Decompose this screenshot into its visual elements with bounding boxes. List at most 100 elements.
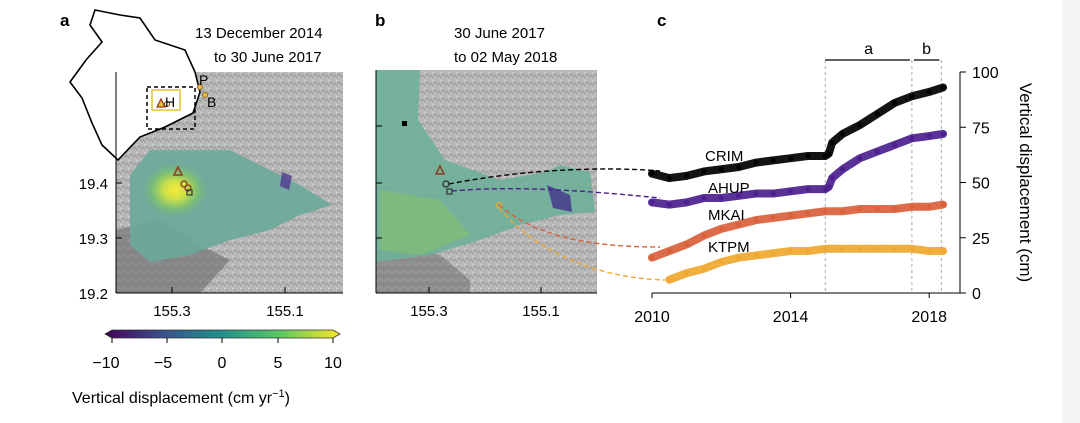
series-label-crim: CRIM — [705, 148, 743, 165]
series-point-ktpm — [857, 246, 863, 252]
series-point-ahup — [788, 188, 794, 194]
map-a-subsidence-streak — [280, 172, 292, 190]
series-point-crim — [840, 131, 846, 137]
map-b-station-ktpm — [495, 201, 503, 209]
series-point-crim — [940, 84, 946, 90]
series-point-mkai — [892, 206, 898, 212]
series-point-ahup — [666, 202, 672, 208]
series-point-mkai — [684, 241, 690, 247]
panel-b-x-tick-label-1: 155.3 — [410, 303, 448, 320]
series-point-crim — [829, 140, 835, 146]
series-point-ahup — [649, 199, 655, 205]
time-series-chart: a b 2010 2014 2018 0 25 50 75 100 Vertical displac… — [634, 41, 1035, 326]
x-tick-label-2010: 2010 — [634, 309, 670, 326]
x-tick-label-2018: 2018 — [911, 309, 947, 326]
series-point-mkai — [649, 255, 655, 261]
series-point-mkai — [857, 206, 863, 212]
station-connectors — [448, 168, 666, 281]
connector-crim — [448, 168, 661, 185]
series-point-mkai — [666, 248, 672, 254]
connector-ahup — [451, 188, 661, 199]
series-point-mkai — [940, 202, 946, 208]
inset-dashed-box — [146, 86, 196, 130]
series-point-ahup — [684, 199, 690, 205]
series-point-ktpm — [940, 248, 946, 254]
inset-label-h: H — [165, 94, 175, 110]
colorbar-tick-label-2: −5 — [154, 355, 172, 372]
series-label-ktpm: KTPM — [708, 239, 750, 256]
series-point-mkai — [874, 206, 880, 212]
series-line-mkai — [648, 200, 948, 262]
panel-b-letter: b — [375, 11, 385, 30]
panel-a-y-tick-label-3: 19.2 — [79, 286, 108, 303]
series-point-crim — [701, 168, 707, 174]
map-a-summit-triangle — [172, 165, 184, 176]
series-point-mkai — [718, 226, 724, 232]
series-point-crim — [909, 93, 915, 99]
panel-b-x-tick-label-2: 155.1 — [522, 303, 560, 320]
colorbar-label-sup: −1 — [272, 388, 285, 400]
page-right-edge — [1062, 0, 1080, 423]
x-tick-label-2014: 2014 — [773, 309, 809, 326]
map-b — [376, 70, 597, 293]
series-point-ktpm — [736, 255, 742, 261]
map-a — [116, 72, 343, 293]
series-point-ahup — [718, 195, 724, 201]
series-point-crim — [684, 173, 690, 179]
series-point-crim — [770, 157, 776, 163]
series-label-mkai: MKAI — [708, 207, 745, 224]
series-point-mkai — [736, 221, 742, 227]
series-point-ktpm — [718, 259, 724, 265]
panel-a-date-line1: 13 December 2014 — [195, 25, 323, 42]
series-line-crim — [648, 83, 948, 183]
y-axis-label: Vertical displacement (cm) — [1016, 83, 1035, 282]
panel-a-date-line2: to 30 June 2017 — [214, 49, 322, 66]
series-point-mkai — [701, 233, 707, 239]
inset-label-p: P — [199, 72, 208, 88]
connector-mkai — [498, 204, 661, 248]
inset-volcano-triangle — [156, 97, 166, 108]
panel-a-x-tick-label-1: 155.3 — [153, 303, 191, 320]
series-point-ktpm — [840, 246, 846, 252]
series-point-ktpm — [805, 248, 811, 254]
series-point-ahup — [701, 195, 707, 201]
series-point-ktpm — [926, 248, 932, 254]
map-a-station-circle-1 — [180, 180, 188, 188]
series-point-ktpm — [753, 252, 759, 258]
series-point-crim — [805, 153, 811, 159]
y-tick-label-100: 100 — [972, 65, 999, 82]
series-point-ktpm — [909, 246, 915, 252]
series-point-mkai — [840, 208, 846, 214]
series-point-crim — [874, 111, 880, 117]
series-line-ahup — [648, 129, 948, 209]
series-point-ktpm — [701, 266, 707, 272]
series-point-mkai — [805, 210, 811, 216]
series-point-ahup — [857, 155, 863, 161]
panel-c-letter: c — [657, 11, 666, 30]
y-tick-label-25: 25 — [972, 231, 990, 248]
series-point-ahup — [736, 193, 742, 199]
series-point-ktpm — [770, 250, 776, 256]
period-label-b: b — [922, 41, 931, 58]
panel-a-letter: a — [60, 11, 70, 30]
series-point-ahup — [753, 191, 759, 197]
series-label-ahup: AHUP — [708, 180, 750, 197]
series-point-ktpm — [892, 246, 898, 252]
colorbar-label-main: Vertical displacement (cm yr — [72, 390, 273, 407]
inset-volcano-circle — [164, 101, 170, 107]
panel-a: a P H B 13 December 2014 to 3 — [60, 9, 343, 320]
series-point-ahup — [874, 149, 880, 155]
y-tick-label-75: 75 — [972, 120, 990, 137]
map-b-station-ahup — [446, 188, 453, 195]
series-point-ahup — [829, 175, 835, 181]
panel-a-axes — [115, 72, 343, 294]
panel-a-y-tick-label-1: 19.4 — [79, 176, 108, 193]
series-point-mkai — [770, 215, 776, 221]
series-point-crim — [753, 160, 759, 166]
series-point-ahup — [826, 184, 832, 190]
series-point-ahup — [840, 166, 846, 172]
panel-b-date-line2: to 02 May 2018 — [454, 49, 557, 66]
colorbar-ramp — [104, 329, 341, 339]
colorbar-tick-label-5: 10 — [324, 355, 342, 372]
